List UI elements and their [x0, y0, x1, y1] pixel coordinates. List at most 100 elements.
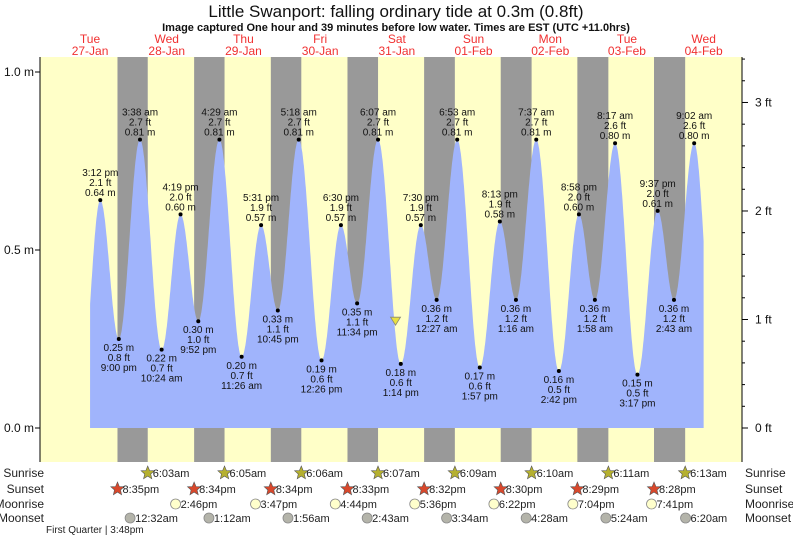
high-tide-point [655, 208, 660, 213]
sunset-icon [186, 481, 202, 496]
moonrise-row-label: Moonrise [0, 497, 44, 511]
moonrise-icon [488, 498, 500, 510]
high-tide-label: 8:17 am [597, 111, 633, 122]
low-tide-label: 1:14 pm [383, 388, 419, 399]
moonset-time: 6:20am [691, 513, 728, 525]
day-label-dow: Wed [691, 32, 715, 46]
moonrise-time: 6:22pm [499, 499, 536, 511]
high-tide-point [259, 223, 264, 228]
low-tide-label: 12:27 am [416, 324, 458, 335]
low-tide-label: 2:43 am [656, 324, 692, 335]
low-tide-label: 1.2 ft [426, 314, 448, 325]
tide-area [90, 139, 704, 428]
moonset-time: 4:28am [531, 513, 568, 525]
sunrise-row-label: Sunrise [3, 466, 44, 480]
high-tide-label: 6:30 pm [323, 193, 359, 204]
moonset-row-label-right: Moonset [745, 511, 792, 525]
sunrise-icon [370, 465, 386, 480]
day-label-dow: Wed [155, 32, 179, 46]
high-tide-label: 8:13 pm [482, 190, 518, 201]
low-tide-label: 1:58 am [577, 324, 613, 335]
low-tide-point [355, 301, 360, 306]
left-tick-label: 0.0 m [4, 421, 34, 435]
low-tide-label: 1:57 pm [462, 391, 498, 402]
low-tide-label: 10:24 am [141, 374, 183, 385]
moonset-icon [282, 512, 294, 524]
right-tick-label: 0 ft [755, 421, 772, 435]
sunset-time: 8:34pm [276, 484, 313, 496]
low-tide-label: 0.36 m [501, 304, 532, 315]
low-tide-label: 0.33 m [263, 315, 294, 326]
current-level-marker [389, 316, 402, 326]
low-tide-label: 0.36 m [421, 304, 452, 315]
high-tide-point [455, 137, 460, 142]
day-label-date: 04-Feb [685, 44, 723, 58]
sunset-time: 8:33pm [352, 484, 389, 496]
low-tide-point [671, 297, 676, 302]
low-tide-label: 0.35 m [342, 307, 373, 318]
high-tide-label: 2.6 ft [683, 121, 705, 132]
low-tide-point [319, 358, 324, 363]
low-tide-label: 1:16 am [498, 324, 534, 335]
low-tide-label: 11:34 pm [337, 327, 378, 338]
high-tide-label: 2.0 ft [568, 192, 590, 203]
sunrise-time: 6:06am [306, 468, 343, 480]
moonrise-icon [170, 498, 181, 510]
high-tide-point [217, 137, 222, 142]
day-label-dow: Tue [80, 32, 101, 46]
chart-subtitle: Image captured One hour and 39 minutes b… [162, 22, 630, 34]
sunrise-time: 6:09am [460, 468, 497, 480]
high-tide-point [138, 137, 143, 142]
moonrise-time: 7:41pm [657, 499, 694, 511]
high-tide-point [296, 137, 301, 142]
sunset-time: 8:34pm [199, 484, 236, 496]
low-tide-label: 0.6 ft [390, 378, 412, 389]
moonrise-icon [646, 498, 657, 510]
day-headers: Tue27-JanWed28-JanThu29-JanFri30-JanSat3… [72, 32, 723, 58]
high-tide-point [178, 212, 183, 217]
high-tide-point [338, 223, 343, 228]
high-tide-label: 7:37 am [518, 108, 554, 119]
moonrise-time: 4:44pm [340, 499, 377, 511]
high-tide-label: 0.81 m [125, 128, 156, 139]
sunset-time: 8:30pm [506, 484, 543, 496]
moonset-icon [441, 512, 452, 524]
low-tide-point [477, 365, 482, 370]
high-tide-label: 6:53 am [439, 108, 475, 119]
tide-labels: 3:12 pm2.1 ft0.64 m 0.25 m0.8 ft9:00 pm 3:… [82, 108, 712, 410]
high-tide-label: 1.9 ft [330, 203, 352, 214]
high-tide-label: 2.7 ft [208, 118, 230, 129]
low-tide-point [513, 297, 518, 302]
day-label-date: 03-Feb [608, 44, 646, 58]
tide-fill [90, 139, 704, 428]
high-tide-label: 2.7 ft [288, 118, 310, 129]
high-tide-label: 0.57 m [246, 213, 277, 224]
high-tide-label: 4:29 am [201, 108, 237, 119]
left-tick-label: 0.5 m [4, 243, 34, 257]
sunrise-time: 6:05am [230, 468, 267, 480]
low-tide-label: 0.25 m [104, 343, 135, 354]
high-tide-point [534, 137, 539, 142]
high-tide-label: 5:31 pm [243, 193, 279, 204]
high-tide-label: 2.7 ft [129, 118, 151, 129]
low-tide-label: 0.36 m [659, 304, 690, 315]
day-label-date: 02-Feb [531, 44, 569, 58]
sunset-row-label-right: Sunset [745, 482, 783, 496]
moonset-time: 1:12am [214, 513, 251, 525]
high-tide-label: 2.7 ft [446, 118, 468, 129]
high-tide-label: 0.57 m [406, 213, 437, 224]
moonrise-time: 2:46pm [181, 499, 218, 511]
low-tide-label: 10:45 pm [257, 335, 299, 346]
high-tide-point [576, 212, 581, 217]
right-tick-label: 3 ft [755, 95, 772, 109]
low-tide-label: 1.2 ft [663, 314, 685, 325]
moonrise-icon [329, 498, 341, 510]
day-label-date: 27-Jan [72, 44, 109, 58]
moonrise-time: 5:36pm [420, 499, 457, 511]
high-tide-label: 0.81 m [363, 128, 394, 139]
low-tide-label: 0.6 ft [469, 381, 491, 392]
low-tide-label: 0.15 m [622, 379, 653, 390]
sunrise-icon [217, 465, 232, 480]
low-tide-label: 0.36 m [580, 304, 611, 315]
